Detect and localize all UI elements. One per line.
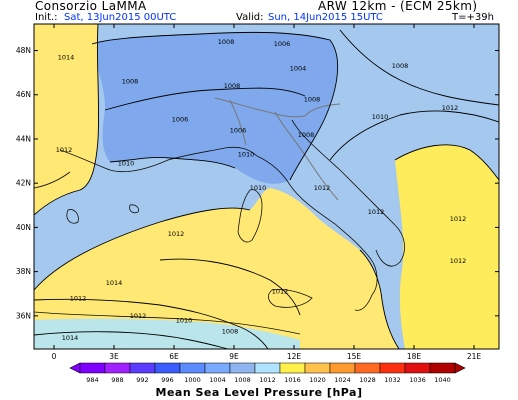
lon-tick-label: 6E <box>169 352 179 361</box>
isobar-label: 1008 <box>392 62 409 70</box>
colorbar-swatch <box>129 362 156 374</box>
borders <box>214 97 341 201</box>
isobar-label: 1012 <box>314 184 331 192</box>
colorbar-label: 996 <box>161 376 173 384</box>
init-label: Init.: <box>35 12 58 23</box>
lon-tick-label: 21E <box>467 352 482 361</box>
colorbar-swatch <box>229 362 256 374</box>
colorbar-label: 1036 <box>409 376 426 384</box>
colorbar-swatch <box>429 362 456 374</box>
longitude-ticks: 0 3E 6E 9E 12E 15E 18E 21E <box>52 24 482 361</box>
colorbar-swatch <box>104 362 131 374</box>
colorbar-label: 1004 <box>209 376 226 384</box>
colorbar-swatch <box>379 362 406 374</box>
init-value: Sat, 13Jun2015 00UTC <box>64 12 177 23</box>
colorbar-arrow-right <box>454 362 466 374</box>
colorbar-swatch <box>279 362 306 374</box>
lon-tick-label: 15E <box>347 352 362 361</box>
map-frame <box>33 23 500 350</box>
isobar-label: 1012 <box>450 257 467 265</box>
africa-coast-band <box>34 318 300 349</box>
isobar-label: 1006 <box>274 40 291 48</box>
isobar-label: 1008 <box>224 82 241 90</box>
isobar-label: 1012 <box>130 312 147 320</box>
isobars <box>34 24 499 349</box>
lon-tick-label: 0 <box>52 352 57 361</box>
high-pressure-field-balkans <box>395 144 499 349</box>
valid-label: Valid: <box>236 12 264 23</box>
isobar-label: 1012 <box>168 230 185 238</box>
lat-tick-label: 46N <box>16 90 31 99</box>
colorbar-swatch <box>254 362 281 374</box>
low-pressure-field <box>92 32 338 184</box>
colorbar-label: 1024 <box>334 376 351 384</box>
colorbar-label: 1028 <box>359 376 376 384</box>
model-title: ARW 12km - (ECM 25km) <box>318 0 478 13</box>
isobar-label: 1014 <box>106 279 123 287</box>
colorbar-swatch <box>204 362 231 374</box>
lon-tick-label: 18E <box>407 352 422 361</box>
colorbar-swatch <box>304 362 331 374</box>
colorbar-swatch <box>179 362 206 374</box>
colorbar-arrow-left <box>69 362 81 374</box>
isobar-label: 1012 <box>442 104 459 112</box>
lead-time: T=+39h <box>452 12 494 23</box>
colorbar-swatch <box>354 362 381 374</box>
colorbar-title: Mean Sea Level Pressure [hPa] <box>156 386 363 399</box>
lat-tick-label: 44N <box>16 134 31 143</box>
colorbar-label: 984 <box>86 376 98 384</box>
colorbar-label: 992 <box>136 376 148 384</box>
colorbar-label: 1008 <box>234 376 251 384</box>
valid-value: Sun, 14Jun2015 15UTC <box>268 12 383 23</box>
isobar-label: 1012 <box>272 288 289 296</box>
colorbar-label: 1016 <box>284 376 301 384</box>
colorbar-swatch <box>154 362 181 374</box>
map-fields: 1014 1008 1006 1008 1008 1004 1008 1008 1006 1006… <box>34 24 499 349</box>
colorbar-label: 1040 <box>434 376 451 384</box>
colorbar-label: 1032 <box>384 376 401 384</box>
isobar-label: 1012 <box>56 146 73 154</box>
isobar-label: 1008 <box>304 95 321 103</box>
isobar-label: 1012 <box>450 215 467 223</box>
isobar-label: 1010 <box>238 151 255 159</box>
colorbar: 984 988 992 996 1000 1004 1008 1012 1016 1020 1024… <box>69 362 466 384</box>
lon-tick-label: 9E <box>229 352 239 361</box>
lon-tick-label: 12E <box>287 352 302 361</box>
isobar-label: 1010 <box>118 159 135 167</box>
isobar-label: 1014 <box>62 334 79 342</box>
colorbar-swatch <box>404 362 431 374</box>
colorbar-swatch <box>329 362 356 374</box>
isobar-label: 1008 <box>222 328 239 336</box>
isobar-label: 1012 <box>368 208 385 216</box>
high-pressure-field-west <box>34 24 99 215</box>
colorbar-label: 1000 <box>184 376 201 384</box>
isobar-label: 1006 <box>172 115 189 123</box>
isobar-label: 1014 <box>58 53 75 61</box>
isobar-label: 1008 <box>122 78 139 86</box>
isobar-labels: 1014 1008 1006 1008 1008 1004 1008 1008 1006 1006… <box>56 38 467 342</box>
isobar-label: 1010 <box>250 184 267 192</box>
lon-tick-label: 3E <box>109 352 119 361</box>
isobar-label: 1010 <box>372 113 389 121</box>
lat-tick-label: 42N <box>16 179 31 188</box>
lat-tick-label: 38N <box>16 267 31 276</box>
lat-tick-label: 36N <box>16 311 31 320</box>
coastlines <box>34 119 405 335</box>
colorbar-label: 1012 <box>259 376 276 384</box>
colorbar-label: 1020 <box>309 376 326 384</box>
high-pressure-field-sea <box>34 188 399 349</box>
isobar-label: 1004 <box>290 64 307 72</box>
latitude-ticks: 48N 46N 44N 42N 40N 38N 36N <box>16 46 499 320</box>
isobar-label: 1006 <box>230 126 247 134</box>
isobar-label: 1008 <box>298 131 315 139</box>
colorbar-label: 988 <box>111 376 123 384</box>
isobar-label: 1010 <box>176 316 193 324</box>
lat-tick-label: 40N <box>16 223 31 232</box>
lat-tick-label: 48N <box>16 46 31 55</box>
colorbar-swatch <box>79 362 106 374</box>
isobar-label: 1012 <box>70 294 87 302</box>
isobar-label: 1008 <box>218 38 235 46</box>
org-title: Consorzio LaMMA <box>35 0 147 13</box>
